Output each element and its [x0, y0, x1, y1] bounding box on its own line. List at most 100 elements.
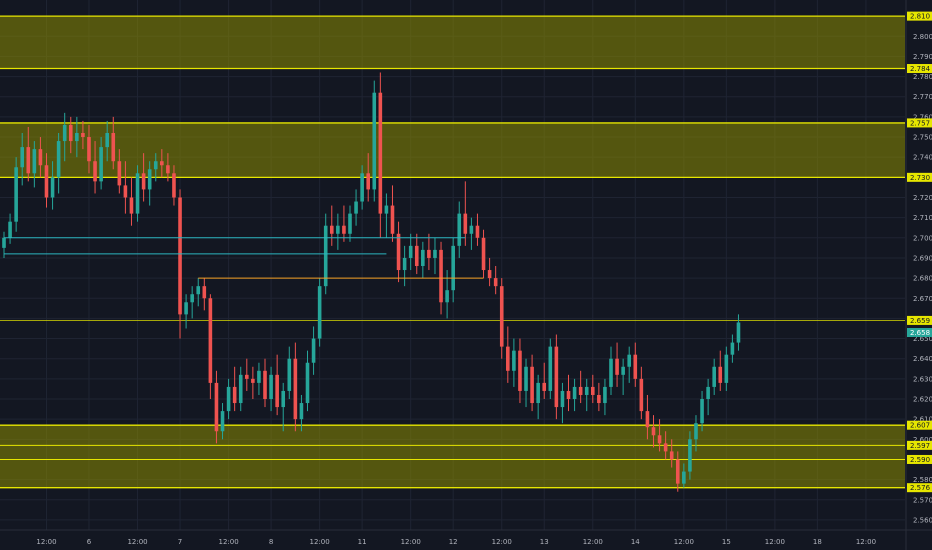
price-tick-label: 2.670	[913, 295, 932, 303]
price-tick-label: 2.690	[913, 254, 932, 262]
candle-body	[621, 366, 625, 375]
zone-fill	[0, 16, 905, 69]
zone-fill	[0, 425, 905, 488]
price-tick-label: 2.710	[913, 214, 932, 222]
time-tick-label: 12:00	[674, 538, 694, 546]
candle-body	[724, 354, 729, 383]
candle-body	[384, 205, 389, 214]
candle-body	[651, 427, 656, 436]
candle-body	[299, 403, 304, 420]
candle-body	[232, 386, 237, 404]
price-label: 2.658	[910, 329, 930, 337]
candle-body	[263, 370, 267, 400]
price-label-bg	[907, 328, 932, 338]
candle-body	[603, 386, 607, 404]
candle-body	[287, 358, 292, 391]
candle-body	[408, 245, 413, 258]
candle-body	[117, 161, 122, 186]
candle-body	[336, 225, 340, 234]
candle-body	[111, 133, 116, 162]
candle-body	[153, 161, 158, 170]
candle-body	[184, 302, 188, 315]
candle-body	[38, 149, 43, 166]
candle-body	[390, 205, 395, 234]
candle-body	[493, 278, 498, 287]
price-tick-label: 2.720	[913, 194, 932, 202]
price-label-bg	[907, 64, 932, 74]
price-label-bg	[907, 420, 932, 430]
time-tick-label: 12:00	[310, 538, 330, 546]
price-tick-label: 2.780	[913, 73, 932, 81]
candle-body	[281, 390, 286, 408]
time-tick-label: 13	[540, 538, 549, 546]
candle-body	[712, 366, 716, 387]
candle-body	[463, 213, 468, 234]
candle-body	[645, 411, 650, 428]
candle-body	[457, 213, 462, 246]
candle-body	[93, 161, 97, 182]
level-labels: 2.810 2.784 2.757 2.730 2.607 2.576 2.597 2.590…	[907, 11, 932, 493]
candle-body	[147, 169, 152, 190]
price-tick-label: 2.800	[913, 33, 932, 41]
time-tick-label: 11	[358, 538, 367, 546]
price-tick-label: 2.740	[913, 154, 932, 162]
candle-body	[736, 322, 741, 343]
candle-body	[293, 358, 298, 420]
time-tick-label: 12:00	[127, 538, 147, 546]
candle-body	[129, 197, 134, 214]
candle-body	[633, 354, 638, 379]
candle-body	[530, 366, 534, 404]
candle-body	[166, 165, 170, 174]
time-axis: 12:00 6 12:00 7 12:00 8 12:00 11 12:00 12 12:00 13 1…	[36, 538, 876, 546]
candle-body	[451, 245, 455, 291]
candle-body	[123, 185, 128, 198]
candle-body	[572, 386, 577, 400]
candle-body	[32, 149, 37, 174]
candle-body	[506, 346, 510, 371]
candle-body	[469, 225, 474, 234]
time-tick-label: 12:00	[856, 538, 876, 546]
candle-body	[597, 394, 601, 404]
time-tick-label: 8	[269, 538, 273, 546]
price-tick-label: 2.640	[913, 355, 932, 363]
price-label-bg	[907, 315, 932, 325]
candle-body	[8, 221, 12, 238]
candle-body	[366, 173, 370, 190]
price-label: 2.659	[910, 317, 930, 325]
candle-body	[560, 390, 565, 408]
price-label-bg	[907, 118, 932, 128]
candle-body	[208, 298, 213, 383]
candle-body	[2, 237, 6, 248]
candle-body	[81, 133, 85, 138]
price-tick-label: 2.790	[913, 53, 932, 61]
price-tick-label: 2.760	[913, 113, 932, 121]
candle-body	[226, 386, 231, 412]
candle-body	[427, 249, 431, 258]
time-tick-label: 12:00	[401, 538, 421, 546]
candle-body	[44, 165, 49, 198]
candle-body	[220, 411, 225, 432]
candle-body	[172, 173, 176, 198]
candle-body	[105, 133, 109, 148]
price-label-bg	[907, 440, 932, 450]
candle-body	[433, 249, 437, 258]
time-tick-label: 12:00	[36, 538, 56, 546]
candle-body	[238, 374, 243, 404]
price-tick-label: 2.580	[913, 476, 932, 484]
candle-body	[706, 386, 710, 400]
candles	[2, 72, 741, 492]
price-label: 2.576	[910, 484, 931, 492]
candle-body	[439, 249, 443, 303]
candle-body	[141, 173, 146, 190]
candle-body	[542, 382, 547, 391]
candle-body	[329, 225, 334, 234]
candle-body	[160, 161, 164, 166]
candle-body	[578, 386, 583, 395]
candle-body	[214, 382, 219, 432]
candle-body	[669, 451, 674, 460]
price-label: 2.597	[910, 442, 930, 450]
price-label-bg	[907, 454, 932, 464]
time-tick-label: 12:00	[765, 538, 785, 546]
candle-body	[269, 374, 273, 400]
